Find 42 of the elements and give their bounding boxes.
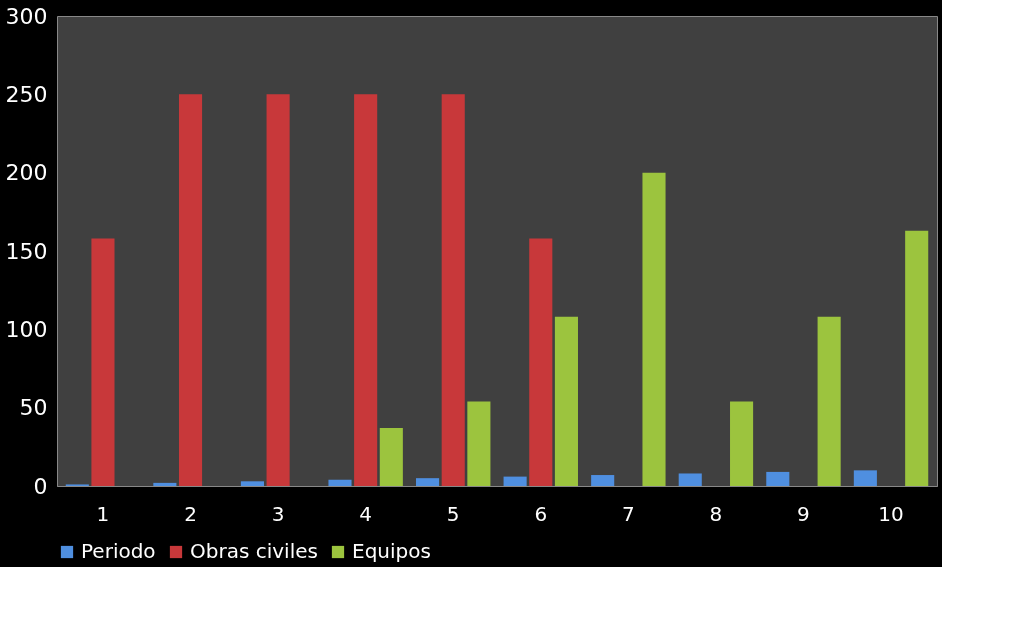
bar bbox=[354, 94, 378, 486]
x-tick-label: 2 bbox=[184, 501, 197, 526]
bar bbox=[678, 473, 702, 486]
legend-label: Equipos bbox=[352, 539, 431, 563]
bar bbox=[766, 471, 790, 486]
bar bbox=[730, 401, 754, 486]
legend-label: Periodo bbox=[81, 539, 156, 563]
x-tick-label: 9 bbox=[797, 501, 810, 526]
bar bbox=[905, 230, 929, 486]
bar bbox=[591, 475, 615, 486]
bar bbox=[554, 316, 578, 486]
bar bbox=[416, 478, 440, 486]
bar bbox=[529, 238, 553, 486]
y-tick-label: 300 bbox=[5, 3, 48, 29]
x-tick-label: 1 bbox=[96, 501, 110, 526]
bar bbox=[379, 428, 403, 486]
x-tick-label: 3 bbox=[271, 501, 285, 526]
bar bbox=[817, 316, 841, 486]
y-tick-label: 150 bbox=[5, 238, 48, 264]
bar bbox=[853, 470, 877, 486]
bar bbox=[178, 94, 203, 486]
y-tick-label: 50 bbox=[19, 395, 48, 421]
bar bbox=[240, 481, 264, 486]
bar bbox=[642, 172, 666, 486]
bar bbox=[328, 479, 352, 486]
y-tick-label: 0 bbox=[33, 473, 48, 499]
bar bbox=[467, 401, 491, 486]
bar bbox=[441, 94, 465, 486]
bar bbox=[503, 476, 527, 486]
x-tick-label: 5 bbox=[446, 501, 460, 526]
y-tick-label: 100 bbox=[5, 316, 48, 342]
bar bbox=[153, 482, 177, 486]
x-tick-label: 4 bbox=[359, 501, 373, 526]
bar bbox=[266, 94, 290, 486]
y-tick-label: 200 bbox=[5, 160, 48, 186]
bar bbox=[91, 238, 115, 486]
y-tick-label: 250 bbox=[5, 81, 48, 107]
legend-label: Obras civiles bbox=[190, 539, 318, 563]
x-tick-label: 8 bbox=[709, 501, 723, 526]
x-tick-label: 10 bbox=[878, 501, 904, 526]
x-tick-label: 7 bbox=[621, 501, 635, 526]
x-tick-label: 6 bbox=[534, 501, 548, 526]
